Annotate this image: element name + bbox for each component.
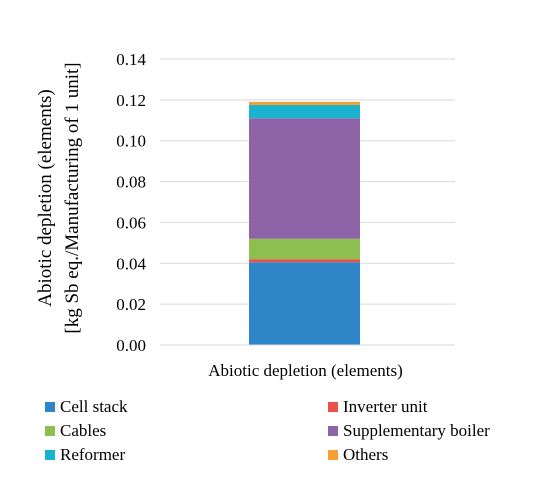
legend-label-reformer: Reformer <box>60 445 125 464</box>
y-tick-label: 0.04 <box>116 254 146 273</box>
legend-label-cell-stack: Cell stack <box>60 397 128 416</box>
y-tick-label: 0.00 <box>116 336 146 355</box>
legend-swatch-cables <box>45 426 55 436</box>
legend-label-others: Others <box>343 445 388 464</box>
y-tick-label: 0.10 <box>116 132 146 151</box>
legend-swatch-supplementary-boiler <box>328 426 338 436</box>
y-tick-label: 0.14 <box>116 50 146 69</box>
y-axis-label-line-1: Abiotic depletion (elements) <box>35 89 56 306</box>
legend-label-supplementary-boiler: Supplementary boiler <box>343 421 490 440</box>
legend: Cell stack Inverter unit Cables Supplementa… <box>45 397 490 464</box>
x-category-label: Abiotic depletion (elements) <box>208 361 403 380</box>
y-axis-label-line-2: [kg Sb eq./Manufacturing of 1 unit] <box>62 62 83 333</box>
legend-label-cables: Cables <box>60 421 106 440</box>
bar-segment-inverter-unit <box>249 259 360 263</box>
legend-swatch-cell-stack <box>45 402 55 412</box>
y-tick-label: 0.08 <box>116 173 146 192</box>
legend-label-inverter-unit: Inverter unit <box>343 397 428 416</box>
legend-swatch-others <box>328 450 338 460</box>
legend-swatch-reformer <box>45 450 55 460</box>
y-tick-label: 0.06 <box>116 213 146 232</box>
bar-segment-others <box>249 101 360 105</box>
legend-swatch-inverter-unit <box>328 402 338 412</box>
y-tick-label: 0.02 <box>116 295 146 314</box>
bar-stack <box>249 101 360 345</box>
bar-segment-supplementary-boiler <box>249 118 360 239</box>
y-tick-label: 0.12 <box>116 91 146 110</box>
y-axis-ticks: 0.00 0.02 0.04 0.06 0.08 0.10 0.12 0.14 <box>116 50 146 355</box>
bar-segment-reformer <box>249 104 360 119</box>
bar-segment-cables <box>249 238 360 260</box>
bar-segment-cell-stack <box>249 262 360 345</box>
